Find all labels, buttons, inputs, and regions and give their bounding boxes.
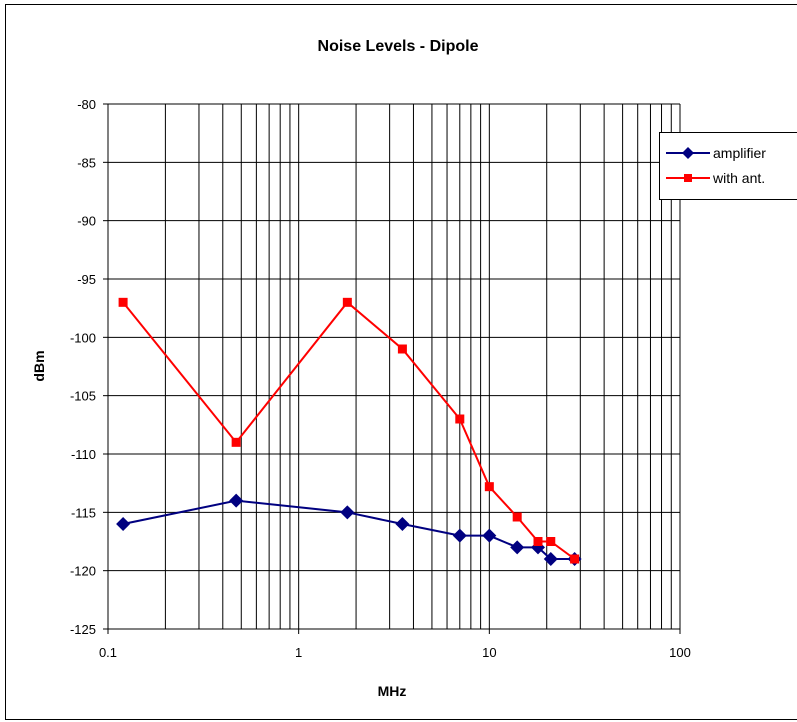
y-tick-label: -105 xyxy=(70,389,96,404)
y-tick-label: -100 xyxy=(70,330,96,345)
x-tick-label: 0.1 xyxy=(99,645,117,660)
plot-area xyxy=(108,104,680,629)
data-point-with-ant xyxy=(512,512,522,522)
legend: amplifier with ant. xyxy=(659,132,797,200)
data-point-with-ant xyxy=(231,437,241,447)
data-point-amplifier xyxy=(482,528,497,543)
legend-item-amplifier: amplifier xyxy=(666,141,766,165)
data-point-amplifier xyxy=(340,505,355,520)
data-point-with-ant xyxy=(570,554,580,564)
data-point-with-ant xyxy=(533,537,543,546)
data-point-amplifier xyxy=(116,517,131,531)
legend-swatch-with-ant xyxy=(666,174,710,182)
y-tick-label: -90 xyxy=(77,214,96,229)
data-series xyxy=(116,297,582,566)
data-point-amplifier xyxy=(510,540,525,555)
data-point-with-ant xyxy=(546,537,556,546)
data-point-amplifier xyxy=(395,517,410,531)
y-axis-label: dBm xyxy=(31,350,47,381)
legend-item-with-ant: with ant. xyxy=(666,166,765,190)
x-tick-label: 1 xyxy=(295,645,302,660)
y-tick-label: -120 xyxy=(70,564,96,579)
data-point-with-ant xyxy=(342,297,352,307)
x-tick-label: 100 xyxy=(669,645,691,660)
legend-label-with-ant: with ant. xyxy=(713,170,766,186)
data-point-with-ant xyxy=(484,482,494,492)
legend-label-amplifier: amplifier xyxy=(713,145,766,161)
data-point-amplifier xyxy=(543,552,558,566)
series-line-amplifier xyxy=(122,499,575,560)
x-tick-label: 10 xyxy=(482,645,496,660)
x-axis-label: MHz xyxy=(378,683,407,699)
legend-swatch-amplifier xyxy=(666,147,710,159)
grid-lines xyxy=(108,103,680,629)
y-tick-label: -80 xyxy=(77,97,96,112)
y-tick-label: -85 xyxy=(77,155,96,170)
data-point-with-ant xyxy=(118,297,128,307)
data-point-amplifier xyxy=(229,493,244,508)
chart-title: Noise Levels - Dipole xyxy=(318,38,479,55)
data-point-amplifier xyxy=(452,528,467,543)
y-tick-label: -125 xyxy=(70,622,96,637)
y-tick-label: -110 xyxy=(71,447,96,462)
y-tick-label: -95 xyxy=(77,272,96,287)
data-point-with-ant xyxy=(455,414,465,424)
y-tick-label: -115 xyxy=(71,505,96,520)
series-line-with-ant xyxy=(122,300,576,560)
data-point-with-ant xyxy=(397,344,407,354)
